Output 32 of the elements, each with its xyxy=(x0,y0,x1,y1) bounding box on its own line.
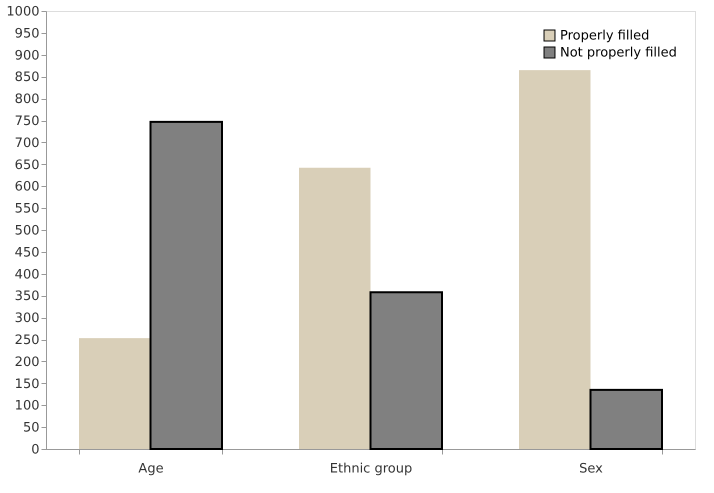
y-tick-label: 850 xyxy=(14,70,40,86)
x-tick-label: Age xyxy=(138,462,164,476)
y-tick-label: 0 xyxy=(31,442,40,458)
y-tick-label: 50 xyxy=(22,420,40,436)
y-tick-label: 800 xyxy=(14,92,40,108)
y-tick-label: 400 xyxy=(14,267,40,282)
y-tick-label: 950 xyxy=(14,26,40,42)
y-tick-label: 650 xyxy=(14,158,40,173)
bar xyxy=(79,338,150,449)
y-tick-label: 700 xyxy=(14,136,40,151)
bar xyxy=(299,168,370,449)
y-tick-label: 500 xyxy=(14,224,40,238)
y-tick-label: 250 xyxy=(14,333,40,348)
y-tick-label: 300 xyxy=(14,311,40,326)
y-tick-label: 150 xyxy=(14,376,40,392)
y-tick-label: 1000 xyxy=(6,4,40,20)
bar xyxy=(519,70,590,449)
bar xyxy=(590,388,663,450)
y-tick-label: 450 xyxy=(14,245,40,260)
legend-label: Properly filled xyxy=(560,28,650,44)
y-tick-label: 350 xyxy=(14,289,40,304)
y-tick-label: 100 xyxy=(14,398,40,414)
x-tick-label: Ethnic group xyxy=(330,462,412,476)
y-tick-label: 600 xyxy=(14,180,40,195)
bar xyxy=(150,120,223,450)
y-tick-label: 900 xyxy=(14,48,40,64)
bar xyxy=(370,291,443,450)
y-tick-label: 200 xyxy=(14,354,40,370)
x-tick-label: Sex xyxy=(579,462,604,476)
y-tick-label: 550 xyxy=(14,202,40,217)
y-tick-label: 750 xyxy=(14,114,40,129)
legend-label: Not properly filled xyxy=(560,46,677,60)
